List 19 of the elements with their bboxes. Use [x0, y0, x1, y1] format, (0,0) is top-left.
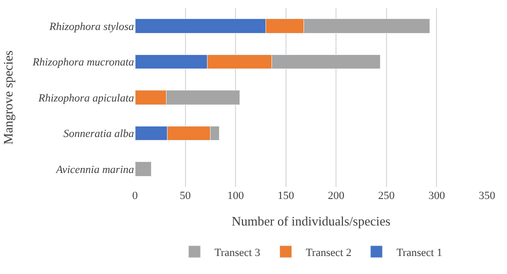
- x-tick-label: 250: [378, 190, 396, 202]
- x-tick-label: 50: [180, 190, 192, 202]
- y-tick-label: Sonneratia alba: [63, 128, 134, 140]
- legend-label: Transect 3: [214, 246, 261, 259]
- y-tick-label: Avicennia marina: [55, 164, 134, 176]
- legend-label: Transect 1: [396, 246, 442, 259]
- x-tick-label: 350: [478, 190, 496, 202]
- x-tick-label: 0: [132, 190, 138, 202]
- x-tick-label: 200: [328, 190, 345, 202]
- bar: [135, 162, 152, 177]
- y-axis-title: Mangrove species: [0, 50, 16, 145]
- y-tick-label: Rhizophora apiculata: [37, 92, 134, 104]
- x-tick-label: 300: [428, 190, 446, 202]
- x-axis-title: Number of individuals/species: [232, 214, 390, 229]
- y-tick-label: Rhizophora mucronata: [32, 56, 134, 69]
- x-tick-label: 150: [278, 190, 295, 202]
- x-tick-label: 100: [227, 190, 244, 202]
- legend-label: Transect 2: [306, 246, 352, 259]
- y-tick-label: Rhizophora stylosa: [48, 20, 134, 33]
